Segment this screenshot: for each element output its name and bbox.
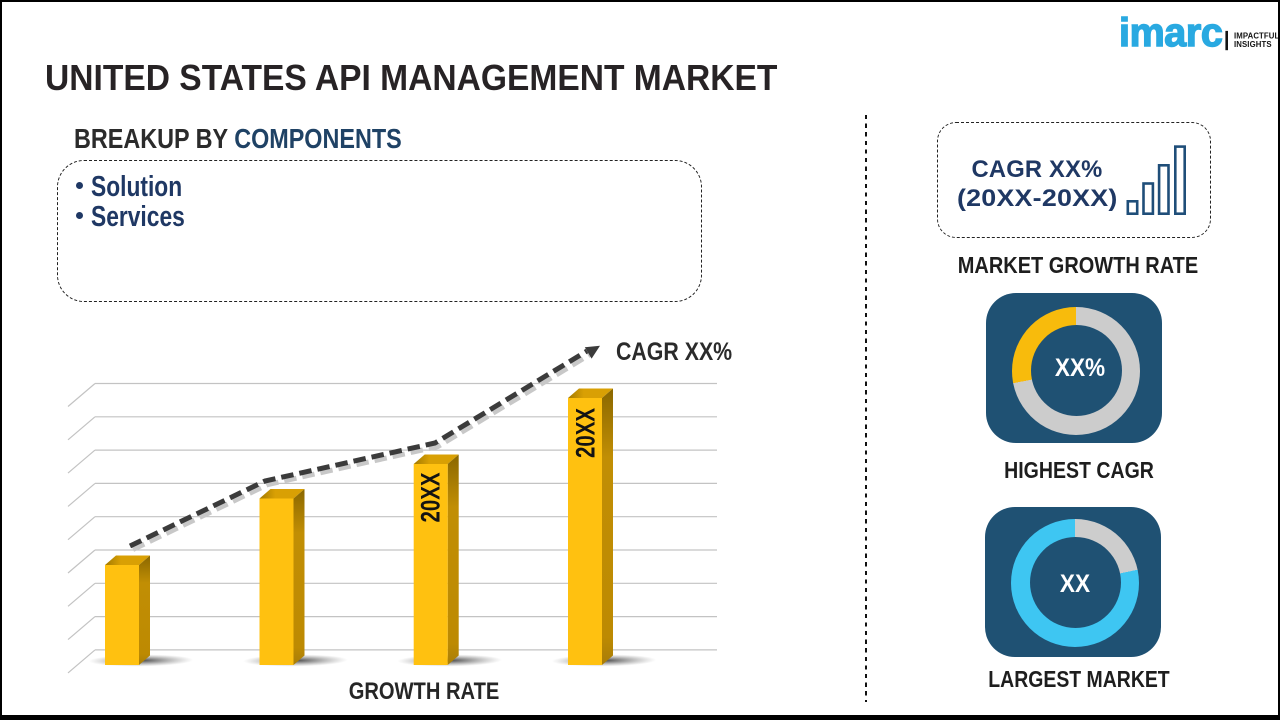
svg-text:INSIGHTS: INSIGHTS (1234, 40, 1272, 49)
svg-text:20XX: 20XX (571, 408, 601, 458)
svg-text:20XX: 20XX (416, 472, 446, 522)
svg-text:IMPACTFUL: IMPACTFUL (1234, 32, 1279, 41)
